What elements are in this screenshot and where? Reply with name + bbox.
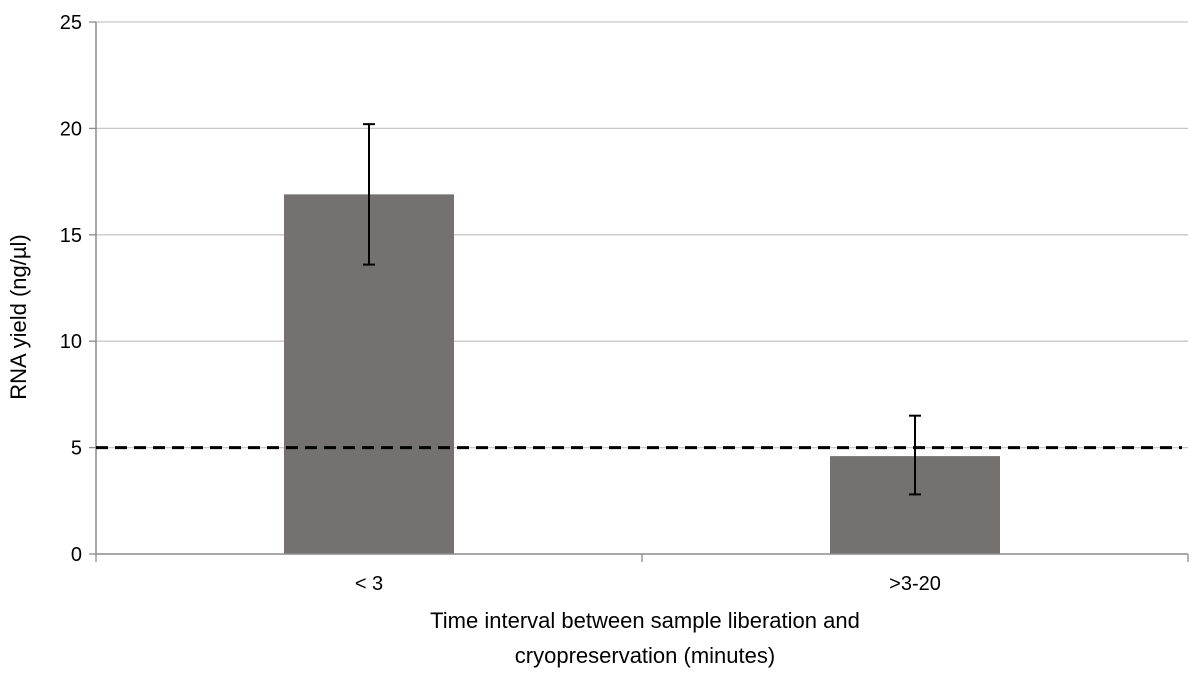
x-tick-label: < 3 [355,573,383,595]
y-tick-label: 5 [71,438,82,460]
axis-labels: Time interval between sample liberation … [6,234,860,668]
x-tick-label: >3-20 [889,573,941,595]
y-tick-label: 25 [60,12,82,34]
x-axis-title-line-2: cryopreservation (minutes) [515,643,775,668]
axes: 0 5 10 15 20 25 < 3 >3-20 [60,12,1189,595]
y-tick-label: 0 [71,544,82,566]
y-tick-label: 15 [60,225,82,247]
y-axis-title: RNA yield (ng/µl) [6,234,31,400]
error-bars [363,123,921,496]
y-tick-label: 10 [60,331,82,353]
gridlines [96,21,1188,449]
y-tick-label: 20 [60,118,82,140]
x-axis-title-line-1: Time interval between sample liberation … [430,608,860,633]
bars [284,194,1000,555]
